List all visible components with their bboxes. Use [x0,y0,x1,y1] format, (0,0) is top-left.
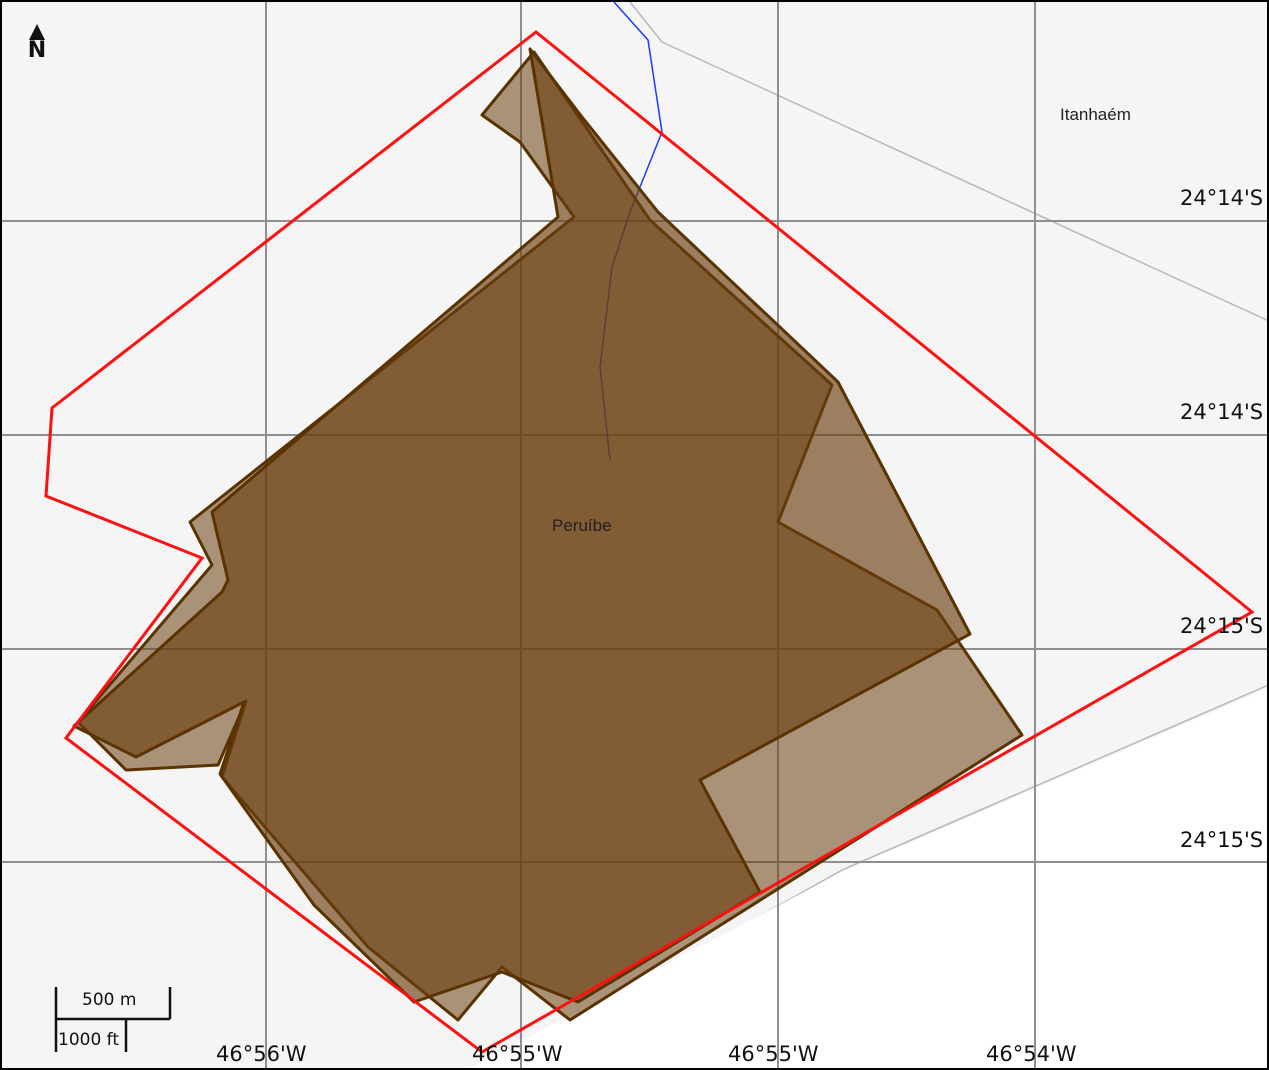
scale-bar [54,987,172,1052]
place-label-itanhaem: Itanhaém [1060,105,1131,124]
lon-label: 46°54'W [986,1042,1077,1066]
lat-label: 24°15'S [1180,828,1264,852]
lon-label: 46°55'W [472,1042,563,1066]
scale-imperial-label: 1000 ft [58,1030,120,1050]
boundary-outline [44,30,1255,1054]
north-arrow: N [23,24,51,62]
north-label: N [27,38,47,63]
scale-metric-label: 500 m [82,990,137,1010]
lon-label: 46°55'W [728,1042,819,1066]
lon-label: 46°56'W [216,1042,307,1066]
road-line-north [629,2,1267,321]
lat-label: 24°15'S [1180,614,1264,638]
municipality-polygon-dark [72,47,972,1004]
lat-label: 24°14'S [1180,186,1264,210]
sea-area [469,688,1267,1068]
place-label-peruibe: Peruíbe [552,516,612,535]
lat-label: 24°14'S [1180,400,1264,424]
north-arrow-icon [29,24,45,40]
